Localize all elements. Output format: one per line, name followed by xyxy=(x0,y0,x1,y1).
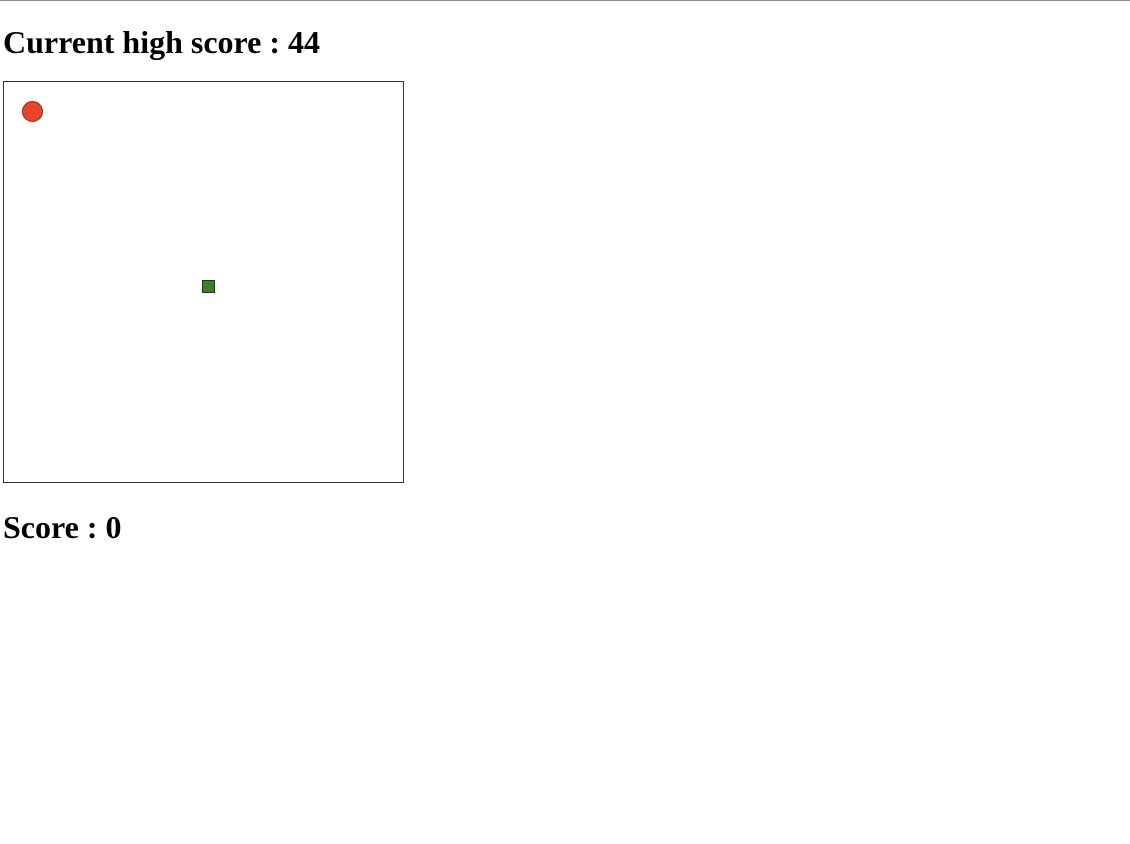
top-divider xyxy=(0,0,1130,1)
snake-head xyxy=(202,280,215,293)
food-icon xyxy=(22,101,43,122)
score-heading: Score : 0 xyxy=(3,509,122,545)
high-score-heading: Current high score : 44 xyxy=(3,24,321,60)
game-board[interactable] xyxy=(3,81,404,483)
